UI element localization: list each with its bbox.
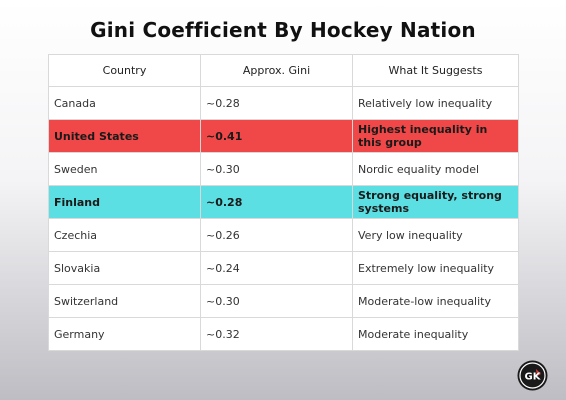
cell-suggests: Extremely low inequality — [352, 251, 519, 285]
cell-country: Slovakia — [48, 251, 201, 285]
table-row-switzerland: Switzerland ~0.30 Moderate-low inequality — [48, 284, 519, 318]
chart-title: Gini Coefficient By Hockey Nation — [90, 18, 476, 42]
cell-gini: ~0.30 — [200, 152, 353, 186]
gini-table: Country Approx. Gini What It Suggests Ca… — [48, 54, 519, 351]
table-row-canada: Canada ~0.28 Relatively low inequality — [48, 86, 519, 120]
table-header-row: Country Approx. Gini What It Suggests — [48, 54, 519, 87]
column-header-suggests: What It Suggests — [352, 54, 519, 87]
logo-text: GK — [525, 372, 542, 383]
cell-gini: ~0.41 — [200, 119, 353, 153]
cell-gini: ~0.32 — [200, 317, 353, 351]
cell-suggests: Moderate inequality — [352, 317, 519, 351]
cell-gini: ~0.28 — [200, 86, 353, 120]
cell-gini: ~0.28 — [200, 185, 353, 219]
cell-country: Switzerland — [48, 284, 201, 318]
cell-country: United States — [48, 119, 201, 153]
cell-suggests: Strong equality, strong systems — [352, 185, 519, 219]
cell-gini: ~0.30 — [200, 284, 353, 318]
cell-country: Canada — [48, 86, 201, 120]
table-row-united-states: United States ~0.41 Highest inequality in … — [48, 119, 519, 153]
cell-suggests: Relatively low inequality — [352, 86, 519, 120]
cell-suggests: Moderate-low inequality — [352, 284, 519, 318]
table-row-finland: Finland ~0.28 Strong equality, strong syst… — [48, 185, 519, 219]
table-row-sweden: Sweden ~0.30 Nordic equality model — [48, 152, 519, 186]
cell-country: Germany — [48, 317, 201, 351]
table-body: Canada ~0.28 Relatively low inequality Unit… — [48, 86, 519, 351]
table-row-germany: Germany ~0.32 Moderate inequality — [48, 317, 519, 351]
cell-suggests: Highest inequality in this group — [352, 119, 519, 153]
table-row-czechia: Czechia ~0.26 Very low inequality — [48, 218, 519, 252]
cell-country: Sweden — [48, 152, 201, 186]
cell-country: Finland — [48, 185, 201, 219]
cell-gini: ~0.26 — [200, 218, 353, 252]
cell-gini: ~0.24 — [200, 251, 353, 285]
column-header-gini: Approx. Gini — [200, 54, 353, 87]
gk-logo-icon: GK — [517, 360, 548, 391]
column-header-country: Country — [48, 54, 201, 87]
cell-suggests: Very low inequality — [352, 218, 519, 252]
cell-country: Czechia — [48, 218, 201, 252]
cell-suggests: Nordic equality model — [352, 152, 519, 186]
table-row-slovakia: Slovakia ~0.24 Extremely low inequality — [48, 251, 519, 285]
